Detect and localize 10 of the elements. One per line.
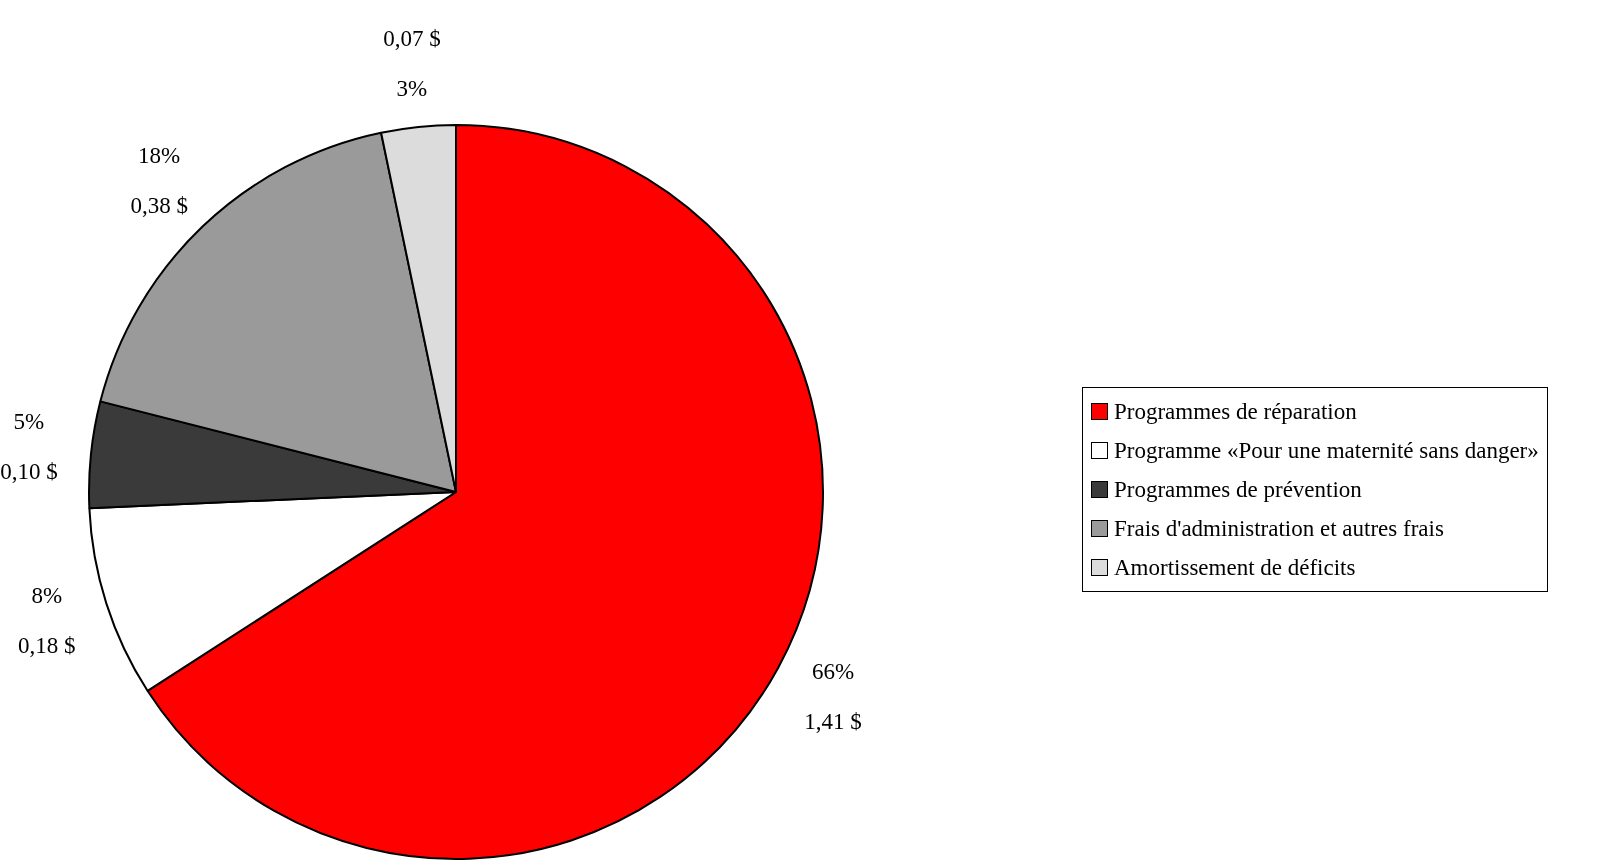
- data-label: 5% 0,10 $: [0, 409, 58, 484]
- legend-label: Amortissement de déficits: [1114, 554, 1356, 581]
- legend-label: Programme «Pour une maternité sans danger»: [1114, 437, 1539, 464]
- data-label: 8% 0,18 $: [18, 583, 76, 659]
- legend-label: Frais d'administration et autres frais: [1114, 515, 1444, 542]
- data-label: 18% 0,38 $: [130, 142, 188, 218]
- legend-label: Programmes de prévention: [1114, 476, 1362, 503]
- data-label: 0,07 $ 3%: [383, 25, 441, 101]
- data-label: 66% 1,41 $: [804, 658, 862, 734]
- legend-label: Programmes de réparation: [1114, 398, 1357, 425]
